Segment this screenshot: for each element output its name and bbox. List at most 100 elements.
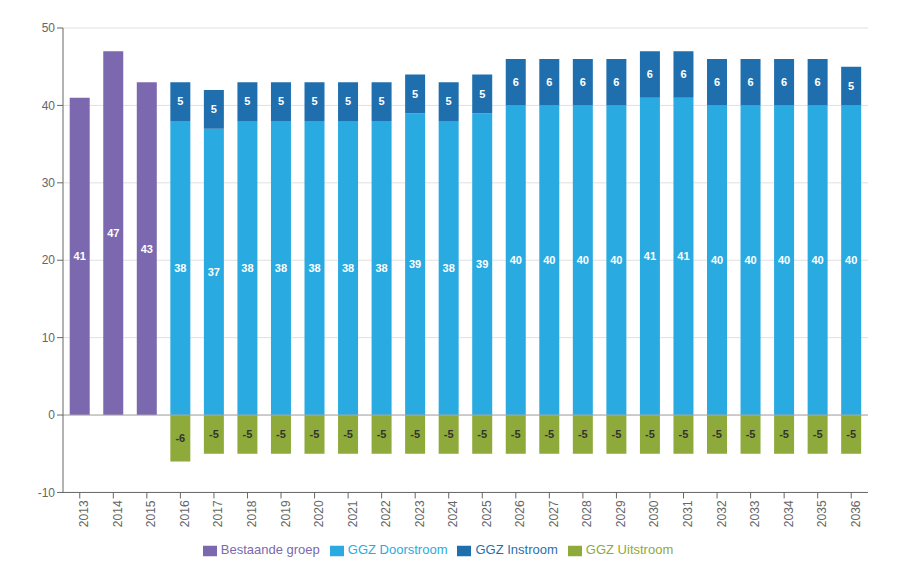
svg-text:-5: -5 [511,428,521,440]
svg-text:2016: 2016 [178,500,192,527]
svg-text:40: 40 [610,254,622,266]
svg-text:-5: -5 [813,428,823,440]
svg-text:40: 40 [543,254,555,266]
svg-text:-5: -5 [645,428,655,440]
svg-text:47: 47 [107,227,119,239]
svg-text:6: 6 [580,76,586,88]
svg-text:5: 5 [211,103,217,115]
svg-text:-5: -5 [276,428,286,440]
svg-text:2032: 2032 [715,500,729,527]
svg-text:2036: 2036 [849,500,863,527]
svg-text:38: 38 [443,262,455,274]
svg-text:5: 5 [479,88,485,100]
svg-text:-5: -5 [343,428,353,440]
svg-text:2026: 2026 [513,500,527,527]
svg-text:5: 5 [848,80,854,92]
html-text:GGZ Instroom: GGZ Instroom [475,542,558,558]
svg-text:-5: -5 [746,428,756,440]
svg-text:2024: 2024 [446,500,460,527]
svg-text:6: 6 [513,76,519,88]
svg-text:38: 38 [241,262,253,274]
svg-text:2017: 2017 [211,500,225,527]
html-text:Bestaande groep: Bestaande groep [220,542,320,558]
svg-text:6: 6 [815,76,821,88]
svg-text:-5: -5 [578,428,588,440]
svg-text:40: 40 [845,254,857,266]
svg-text:41: 41 [677,250,689,262]
svg-text:-5: -5 [846,428,856,440]
svg-text:39: 39 [476,258,488,270]
svg-text:5: 5 [311,95,317,107]
svg-text:0: 0 [48,408,55,422]
svg-text:-5: -5 [611,428,621,440]
svg-text:37: 37 [208,266,220,278]
svg-text:38: 38 [275,262,287,274]
svg-text:2027: 2027 [547,500,561,527]
svg-text:5: 5 [412,88,418,100]
svg-text:2021: 2021 [346,500,360,527]
svg-text:2035: 2035 [815,500,829,527]
svg-text:-5: -5 [377,428,387,440]
svg-text:2013: 2013 [77,500,91,527]
svg-text:-5: -5 [779,428,789,440]
svg-text:39: 39 [409,258,421,270]
svg-text:6: 6 [613,76,619,88]
svg-text:-5: -5 [712,428,722,440]
svg-text:40: 40 [778,254,790,266]
svg-text:2014: 2014 [111,500,125,527]
svg-text:2034: 2034 [782,500,796,527]
svg-text:20: 20 [42,253,56,267]
svg-text:2020: 2020 [312,500,326,527]
svg-text:2015: 2015 [144,500,158,527]
svg-text:40: 40 [510,254,522,266]
svg-text:10: 10 [42,331,56,345]
svg-text:-10: -10 [38,486,56,500]
svg-text:5: 5 [345,95,351,107]
svg-text:2025: 2025 [480,500,494,527]
svg-text:40: 40 [42,99,56,113]
svg-text:5: 5 [278,95,284,107]
svg-text:38: 38 [308,262,320,274]
svg-text:2023: 2023 [413,500,427,527]
svg-text:38: 38 [375,262,387,274]
svg-text:-5: -5 [410,428,420,440]
svg-text:5: 5 [177,95,183,107]
svg-text:-5: -5 [243,428,253,440]
svg-text:-5: -5 [444,428,454,440]
svg-text:30: 30 [42,176,56,190]
svg-text:-6: -6 [175,432,185,444]
svg-text:40: 40 [711,254,723,266]
svg-text:2019: 2019 [279,500,293,527]
svg-text:2033: 2033 [748,500,762,527]
svg-text:2022: 2022 [379,500,393,527]
svg-text:5: 5 [446,95,452,107]
svg-text:40: 40 [812,254,824,266]
svg-text:40: 40 [577,254,589,266]
svg-text:6: 6 [546,76,552,88]
svg-text:-5: -5 [544,428,554,440]
html-text:GGZ Doorstroom: GGZ Doorstroom [347,542,448,558]
svg-text:-5: -5 [477,428,487,440]
svg-text:41: 41 [74,250,86,262]
svg-text:6: 6 [747,76,753,88]
svg-text:-5: -5 [209,428,219,440]
svg-text:-5: -5 [679,428,689,440]
svg-text:40: 40 [744,254,756,266]
svg-text:2031: 2031 [681,500,695,527]
svg-text:41: 41 [644,250,656,262]
svg-text:2029: 2029 [614,500,628,527]
svg-text:5: 5 [379,95,385,107]
svg-text:6: 6 [647,68,653,80]
svg-text:38: 38 [342,262,354,274]
svg-text:6: 6 [781,76,787,88]
svg-text:6: 6 [680,68,686,80]
svg-text:50: 50 [42,21,56,35]
svg-text:43: 43 [141,243,153,255]
svg-text:38: 38 [174,262,186,274]
svg-text:6: 6 [714,76,720,88]
svg-text:2018: 2018 [245,500,259,527]
svg-text:2030: 2030 [647,500,661,527]
svg-text:5: 5 [244,95,250,107]
svg-text:-5: -5 [310,428,320,440]
svg-text:2028: 2028 [580,500,594,527]
